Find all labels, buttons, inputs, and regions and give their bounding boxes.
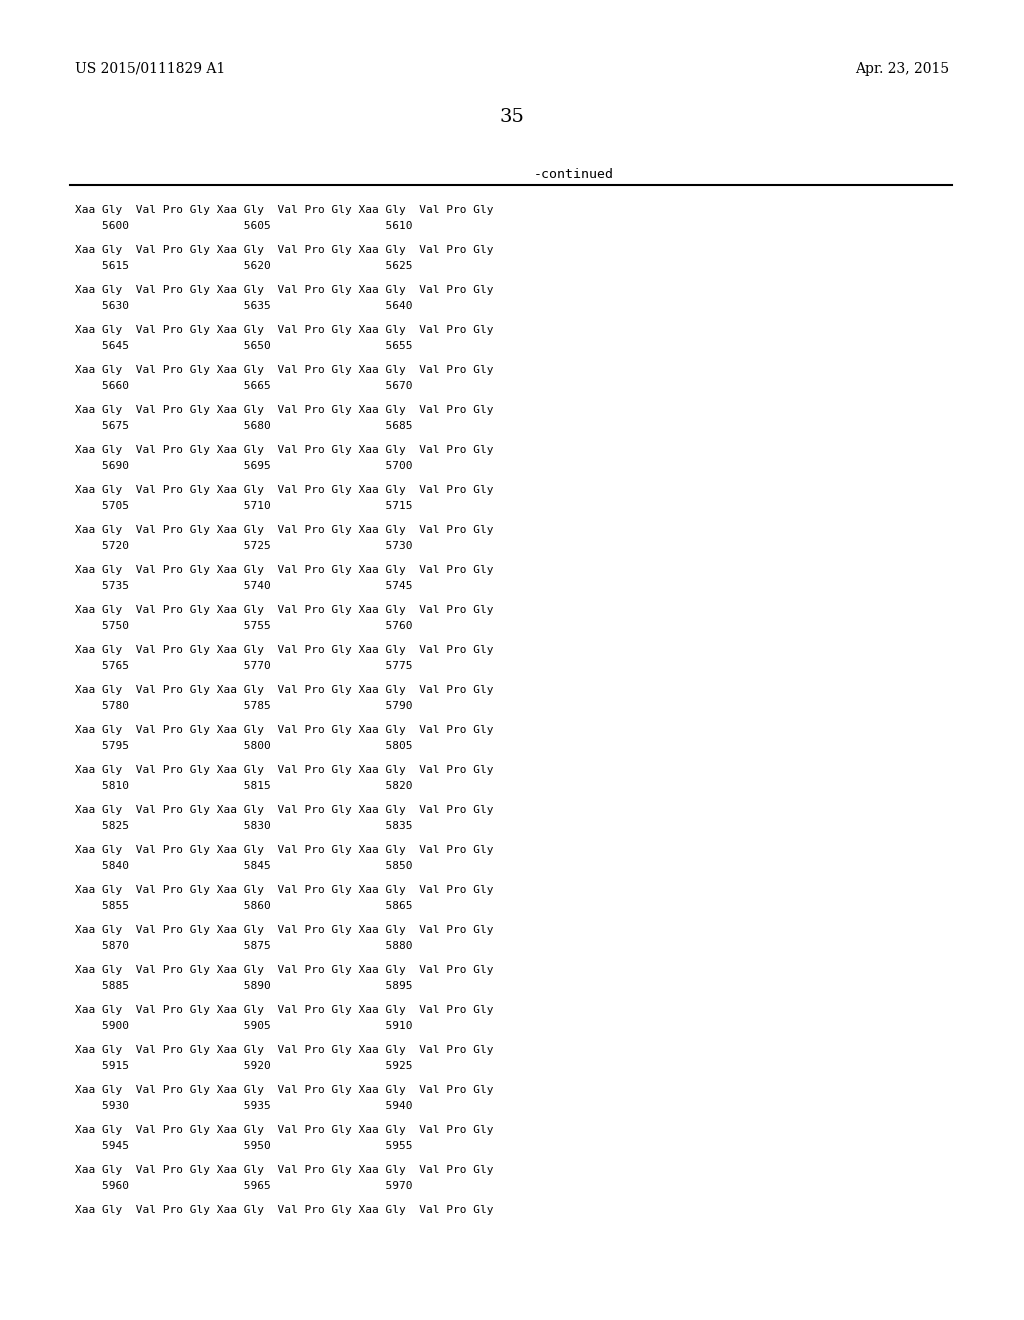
Text: -continued: -continued [534,168,613,181]
Text: Xaa Gly  Val Pro Gly Xaa Gly  Val Pro Gly Xaa Gly  Val Pro Gly: Xaa Gly Val Pro Gly Xaa Gly Val Pro Gly … [75,565,494,576]
Text: Xaa Gly  Val Pro Gly Xaa Gly  Val Pro Gly Xaa Gly  Val Pro Gly: Xaa Gly Val Pro Gly Xaa Gly Val Pro Gly … [75,884,494,895]
Text: 5855                 5860                 5865: 5855 5860 5865 [75,902,413,911]
Text: Xaa Gly  Val Pro Gly Xaa Gly  Val Pro Gly Xaa Gly  Val Pro Gly: Xaa Gly Val Pro Gly Xaa Gly Val Pro Gly … [75,1005,494,1015]
Text: Xaa Gly  Val Pro Gly Xaa Gly  Val Pro Gly Xaa Gly  Val Pro Gly: Xaa Gly Val Pro Gly Xaa Gly Val Pro Gly … [75,1045,494,1055]
Text: Xaa Gly  Val Pro Gly Xaa Gly  Val Pro Gly Xaa Gly  Val Pro Gly: Xaa Gly Val Pro Gly Xaa Gly Val Pro Gly … [75,525,494,535]
Text: 5600                 5605                 5610: 5600 5605 5610 [75,220,413,231]
Text: 35: 35 [500,108,524,125]
Text: 5870                 5875                 5880: 5870 5875 5880 [75,941,413,950]
Text: 5645                 5650                 5655: 5645 5650 5655 [75,341,413,351]
Text: Xaa Gly  Val Pro Gly Xaa Gly  Val Pro Gly Xaa Gly  Val Pro Gly: Xaa Gly Val Pro Gly Xaa Gly Val Pro Gly … [75,965,494,975]
Text: Xaa Gly  Val Pro Gly Xaa Gly  Val Pro Gly Xaa Gly  Val Pro Gly: Xaa Gly Val Pro Gly Xaa Gly Val Pro Gly … [75,685,494,696]
Text: Xaa Gly  Val Pro Gly Xaa Gly  Val Pro Gly Xaa Gly  Val Pro Gly: Xaa Gly Val Pro Gly Xaa Gly Val Pro Gly … [75,1125,494,1135]
Text: 5615                 5620                 5625: 5615 5620 5625 [75,261,413,271]
Text: 5750                 5755                 5760: 5750 5755 5760 [75,620,413,631]
Text: 5960                 5965                 5970: 5960 5965 5970 [75,1181,413,1191]
Text: 5915                 5920                 5925: 5915 5920 5925 [75,1061,413,1071]
Text: Xaa Gly  Val Pro Gly Xaa Gly  Val Pro Gly Xaa Gly  Val Pro Gly: Xaa Gly Val Pro Gly Xaa Gly Val Pro Gly … [75,325,494,335]
Text: Apr. 23, 2015: Apr. 23, 2015 [855,62,949,77]
Text: 5690                 5695                 5700: 5690 5695 5700 [75,461,413,471]
Text: Xaa Gly  Val Pro Gly Xaa Gly  Val Pro Gly Xaa Gly  Val Pro Gly: Xaa Gly Val Pro Gly Xaa Gly Val Pro Gly … [75,605,494,615]
Text: Xaa Gly  Val Pro Gly Xaa Gly  Val Pro Gly Xaa Gly  Val Pro Gly: Xaa Gly Val Pro Gly Xaa Gly Val Pro Gly … [75,925,494,935]
Text: Xaa Gly  Val Pro Gly Xaa Gly  Val Pro Gly Xaa Gly  Val Pro Gly: Xaa Gly Val Pro Gly Xaa Gly Val Pro Gly … [75,645,494,655]
Text: Xaa Gly  Val Pro Gly Xaa Gly  Val Pro Gly Xaa Gly  Val Pro Gly: Xaa Gly Val Pro Gly Xaa Gly Val Pro Gly … [75,285,494,294]
Text: US 2015/0111829 A1: US 2015/0111829 A1 [75,62,225,77]
Text: Xaa Gly  Val Pro Gly Xaa Gly  Val Pro Gly Xaa Gly  Val Pro Gly: Xaa Gly Val Pro Gly Xaa Gly Val Pro Gly … [75,205,494,215]
Text: Xaa Gly  Val Pro Gly Xaa Gly  Val Pro Gly Xaa Gly  Val Pro Gly: Xaa Gly Val Pro Gly Xaa Gly Val Pro Gly … [75,405,494,414]
Text: Xaa Gly  Val Pro Gly Xaa Gly  Val Pro Gly Xaa Gly  Val Pro Gly: Xaa Gly Val Pro Gly Xaa Gly Val Pro Gly … [75,366,494,375]
Text: 5675                 5680                 5685: 5675 5680 5685 [75,421,413,432]
Text: 5720                 5725                 5730: 5720 5725 5730 [75,541,413,550]
Text: Xaa Gly  Val Pro Gly Xaa Gly  Val Pro Gly Xaa Gly  Val Pro Gly: Xaa Gly Val Pro Gly Xaa Gly Val Pro Gly … [75,1166,494,1175]
Text: 5630                 5635                 5640: 5630 5635 5640 [75,301,413,312]
Text: 5885                 5890                 5895: 5885 5890 5895 [75,981,413,991]
Text: Xaa Gly  Val Pro Gly Xaa Gly  Val Pro Gly Xaa Gly  Val Pro Gly: Xaa Gly Val Pro Gly Xaa Gly Val Pro Gly … [75,445,494,455]
Text: 5945                 5950                 5955: 5945 5950 5955 [75,1140,413,1151]
Text: 5900                 5905                 5910: 5900 5905 5910 [75,1020,413,1031]
Text: Xaa Gly  Val Pro Gly Xaa Gly  Val Pro Gly Xaa Gly  Val Pro Gly: Xaa Gly Val Pro Gly Xaa Gly Val Pro Gly … [75,484,494,495]
Text: 5930                 5935                 5940: 5930 5935 5940 [75,1101,413,1111]
Text: 5840                 5845                 5850: 5840 5845 5850 [75,861,413,871]
Text: Xaa Gly  Val Pro Gly Xaa Gly  Val Pro Gly Xaa Gly  Val Pro Gly: Xaa Gly Val Pro Gly Xaa Gly Val Pro Gly … [75,766,494,775]
Text: Xaa Gly  Val Pro Gly Xaa Gly  Val Pro Gly Xaa Gly  Val Pro Gly: Xaa Gly Val Pro Gly Xaa Gly Val Pro Gly … [75,246,494,255]
Text: Xaa Gly  Val Pro Gly Xaa Gly  Val Pro Gly Xaa Gly  Val Pro Gly: Xaa Gly Val Pro Gly Xaa Gly Val Pro Gly … [75,805,494,814]
Text: Xaa Gly  Val Pro Gly Xaa Gly  Val Pro Gly Xaa Gly  Val Pro Gly: Xaa Gly Val Pro Gly Xaa Gly Val Pro Gly … [75,725,494,735]
Text: 5780                 5785                 5790: 5780 5785 5790 [75,701,413,711]
Text: 5765                 5770                 5775: 5765 5770 5775 [75,661,413,671]
Text: 5735                 5740                 5745: 5735 5740 5745 [75,581,413,591]
Text: 5795                 5800                 5805: 5795 5800 5805 [75,741,413,751]
Text: Xaa Gly  Val Pro Gly Xaa Gly  Val Pro Gly Xaa Gly  Val Pro Gly: Xaa Gly Val Pro Gly Xaa Gly Val Pro Gly … [75,1085,494,1096]
Text: Xaa Gly  Val Pro Gly Xaa Gly  Val Pro Gly Xaa Gly  Val Pro Gly: Xaa Gly Val Pro Gly Xaa Gly Val Pro Gly … [75,845,494,855]
Text: 5660                 5665                 5670: 5660 5665 5670 [75,381,413,391]
Text: 5705                 5710                 5715: 5705 5710 5715 [75,502,413,511]
Text: 5810                 5815                 5820: 5810 5815 5820 [75,781,413,791]
Text: 5825                 5830                 5835: 5825 5830 5835 [75,821,413,832]
Text: Xaa Gly  Val Pro Gly Xaa Gly  Val Pro Gly Xaa Gly  Val Pro Gly: Xaa Gly Val Pro Gly Xaa Gly Val Pro Gly … [75,1205,494,1214]
